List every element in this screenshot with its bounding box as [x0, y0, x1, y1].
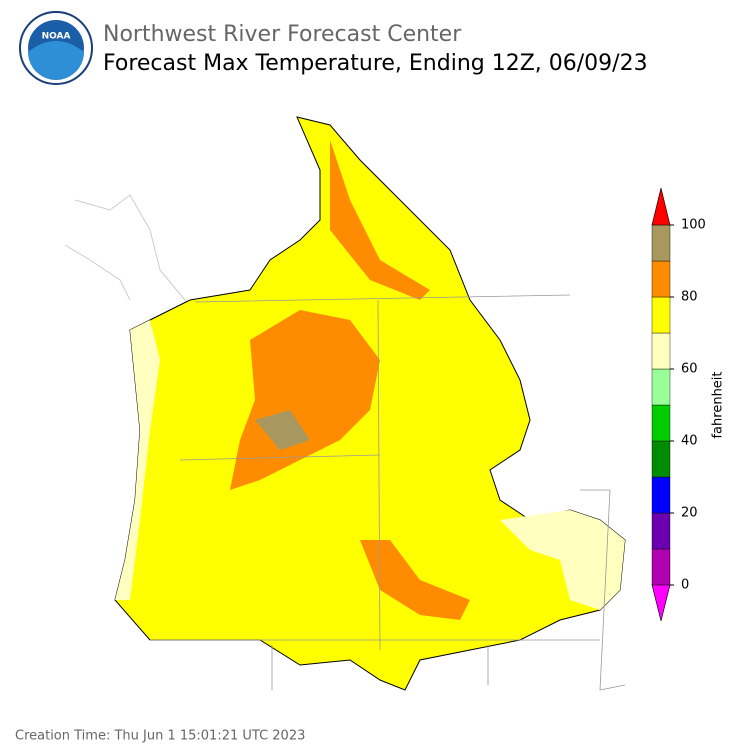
- colorbar-segment: [651, 224, 671, 262]
- colorbar-segment: [651, 440, 671, 478]
- colorbar-segment: [651, 476, 671, 514]
- colorbar-segment: [651, 332, 671, 370]
- colorbar-segment: [651, 296, 671, 334]
- map-title: Forecast Max Temperature, Ending 12Z, 06…: [103, 51, 648, 76]
- colorbar-segment: [651, 512, 671, 550]
- colorbar-label: fahrenheit: [711, 371, 726, 438]
- colorbar-segment: [651, 368, 671, 406]
- tick-label: 0: [681, 578, 689, 593]
- tick-label: 100: [681, 218, 706, 233]
- tick-label: 40: [681, 434, 698, 449]
- colorbar-segment: [651, 260, 671, 298]
- creation-time: Creation Time: Thu Jun 1 15:01:21 UTC 20…: [15, 729, 305, 744]
- noaa-logo: NOAA: [19, 11, 93, 85]
- colorbar-over: [651, 187, 671, 226]
- logo-text: NOAA: [42, 32, 71, 42]
- map: [64, 116, 626, 691]
- org-name: Northwest River Forecast Center: [103, 22, 462, 47]
- tick-label: 60: [681, 362, 698, 377]
- colorbar-segment: [651, 548, 671, 586]
- colorbar: 0 20 40 60 80 100: [651, 187, 706, 622]
- colorbar-under: [651, 584, 671, 622]
- colorbar-segment: [651, 404, 671, 442]
- tick-label: 80: [681, 290, 698, 305]
- tick-label: 20: [681, 506, 698, 521]
